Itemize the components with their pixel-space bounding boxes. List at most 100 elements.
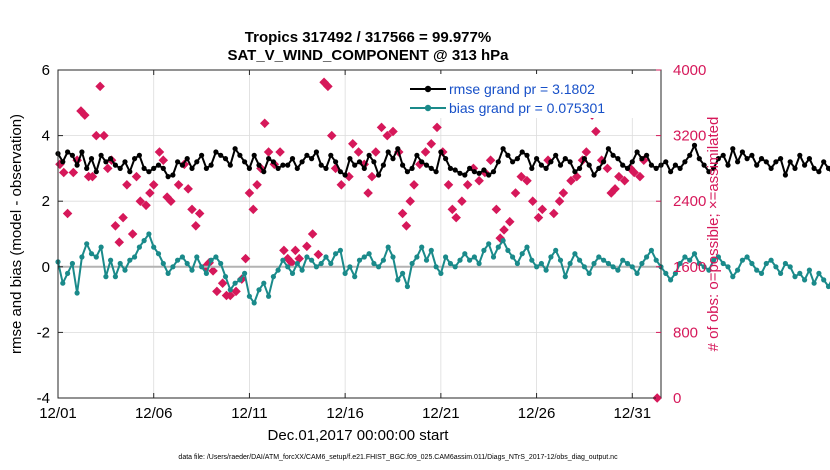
obs-count-marker xyxy=(635,171,645,182)
rmse-point xyxy=(270,159,276,165)
obs-count-marker xyxy=(91,130,102,141)
bias-point xyxy=(797,270,803,276)
bias-point xyxy=(792,274,798,280)
rmse-point xyxy=(648,162,655,168)
bias-point xyxy=(438,270,444,276)
rmse-point xyxy=(84,165,90,171)
rmse-point xyxy=(146,169,152,175)
bias-point xyxy=(151,244,157,250)
rmse-point xyxy=(433,169,439,175)
bias-point xyxy=(572,251,578,257)
bias-point xyxy=(577,257,583,263)
y-tick-label: 6 xyxy=(42,62,50,79)
rmse-point xyxy=(218,152,224,158)
obs-count-marker xyxy=(537,204,548,215)
rmse-point xyxy=(323,165,329,171)
rmse-point xyxy=(509,159,516,165)
bias-point xyxy=(352,274,358,280)
rmse-point xyxy=(773,159,779,165)
obs-count-marker xyxy=(191,221,201,231)
bias-point xyxy=(218,260,224,267)
bias-point xyxy=(232,280,238,286)
obs-count-marker xyxy=(554,196,565,206)
obs-count-marker xyxy=(141,200,151,211)
obs-count-marker xyxy=(114,237,125,247)
rmse-point xyxy=(768,165,774,171)
rmse-point xyxy=(309,156,315,162)
rmse-point xyxy=(227,162,233,168)
plot-frame xyxy=(57,69,662,399)
bias-point xyxy=(663,270,669,276)
legend-box xyxy=(405,74,657,118)
bias-point xyxy=(691,251,698,257)
rmse-point xyxy=(514,156,521,162)
obs-count-marker xyxy=(145,188,155,198)
rmse-point xyxy=(184,156,190,162)
x-axis: 12/01 12/06 12/11 12/16 12/21 12/26 12/31 xyxy=(39,70,651,422)
bias-point xyxy=(471,254,477,260)
bias-point xyxy=(514,260,521,267)
rmse-point xyxy=(266,156,272,162)
rmse-point xyxy=(175,159,181,165)
bias-point xyxy=(395,277,401,283)
obs-count-marker xyxy=(336,180,347,190)
obs-count-marker xyxy=(99,130,109,141)
rmse-point xyxy=(112,162,118,168)
rmse-point xyxy=(160,165,166,171)
obs-count-marker xyxy=(122,180,132,190)
obs-count-marker xyxy=(173,180,184,190)
rmse-point xyxy=(557,162,564,168)
bias-point xyxy=(476,260,482,267)
rmse-point xyxy=(299,159,305,165)
obs-count-marker xyxy=(154,147,165,157)
rmse-point xyxy=(242,159,248,165)
bias-point xyxy=(486,241,492,247)
rmse-point xyxy=(596,165,602,171)
obs-count-marker xyxy=(367,171,377,182)
bias-point xyxy=(773,264,779,270)
rmse-point xyxy=(495,159,501,165)
bias-point xyxy=(93,254,99,260)
rmse-point xyxy=(371,159,377,165)
bias-point xyxy=(534,264,540,270)
obs-count-marker xyxy=(397,208,408,219)
rmse-point xyxy=(294,165,300,171)
bias-point xyxy=(74,290,80,296)
rmse-point xyxy=(356,159,363,165)
rmse-point xyxy=(610,152,616,158)
rmse-point xyxy=(414,152,420,158)
bias-point xyxy=(782,260,789,267)
rmse-point xyxy=(500,146,506,152)
obs-count-marker xyxy=(58,167,69,178)
obs-count-marker xyxy=(572,171,582,182)
rmse-point xyxy=(634,149,640,155)
rmse-point xyxy=(108,156,114,162)
bias-point xyxy=(481,247,487,253)
rmse-point xyxy=(79,149,85,155)
bias-point xyxy=(266,293,272,299)
obs-count-marker xyxy=(208,266,218,276)
obs-count-marker xyxy=(610,184,620,194)
bias-point xyxy=(280,257,286,263)
bias-point xyxy=(285,264,291,270)
bias-point xyxy=(620,257,626,263)
y2-tick-label: 4000 xyxy=(673,62,706,79)
rmse-point xyxy=(548,159,554,165)
bias-point xyxy=(304,254,310,260)
bias-point xyxy=(213,254,219,260)
bias-point xyxy=(313,264,319,270)
bias-point xyxy=(189,267,195,273)
rmse-point xyxy=(261,169,267,175)
obs-count-marker xyxy=(158,155,169,165)
bias-point xyxy=(103,274,109,280)
bias-point xyxy=(227,287,233,293)
bias-point xyxy=(84,241,90,247)
rmse-point xyxy=(194,159,200,165)
bias-point xyxy=(825,283,830,290)
obs-count-marker xyxy=(474,175,484,186)
obs-count-marker xyxy=(87,171,98,182)
rmse-point xyxy=(490,169,497,175)
obs-count-marker xyxy=(217,278,228,288)
x-tick-label: 12/26 xyxy=(518,405,556,422)
obs-count-marker xyxy=(307,229,318,239)
